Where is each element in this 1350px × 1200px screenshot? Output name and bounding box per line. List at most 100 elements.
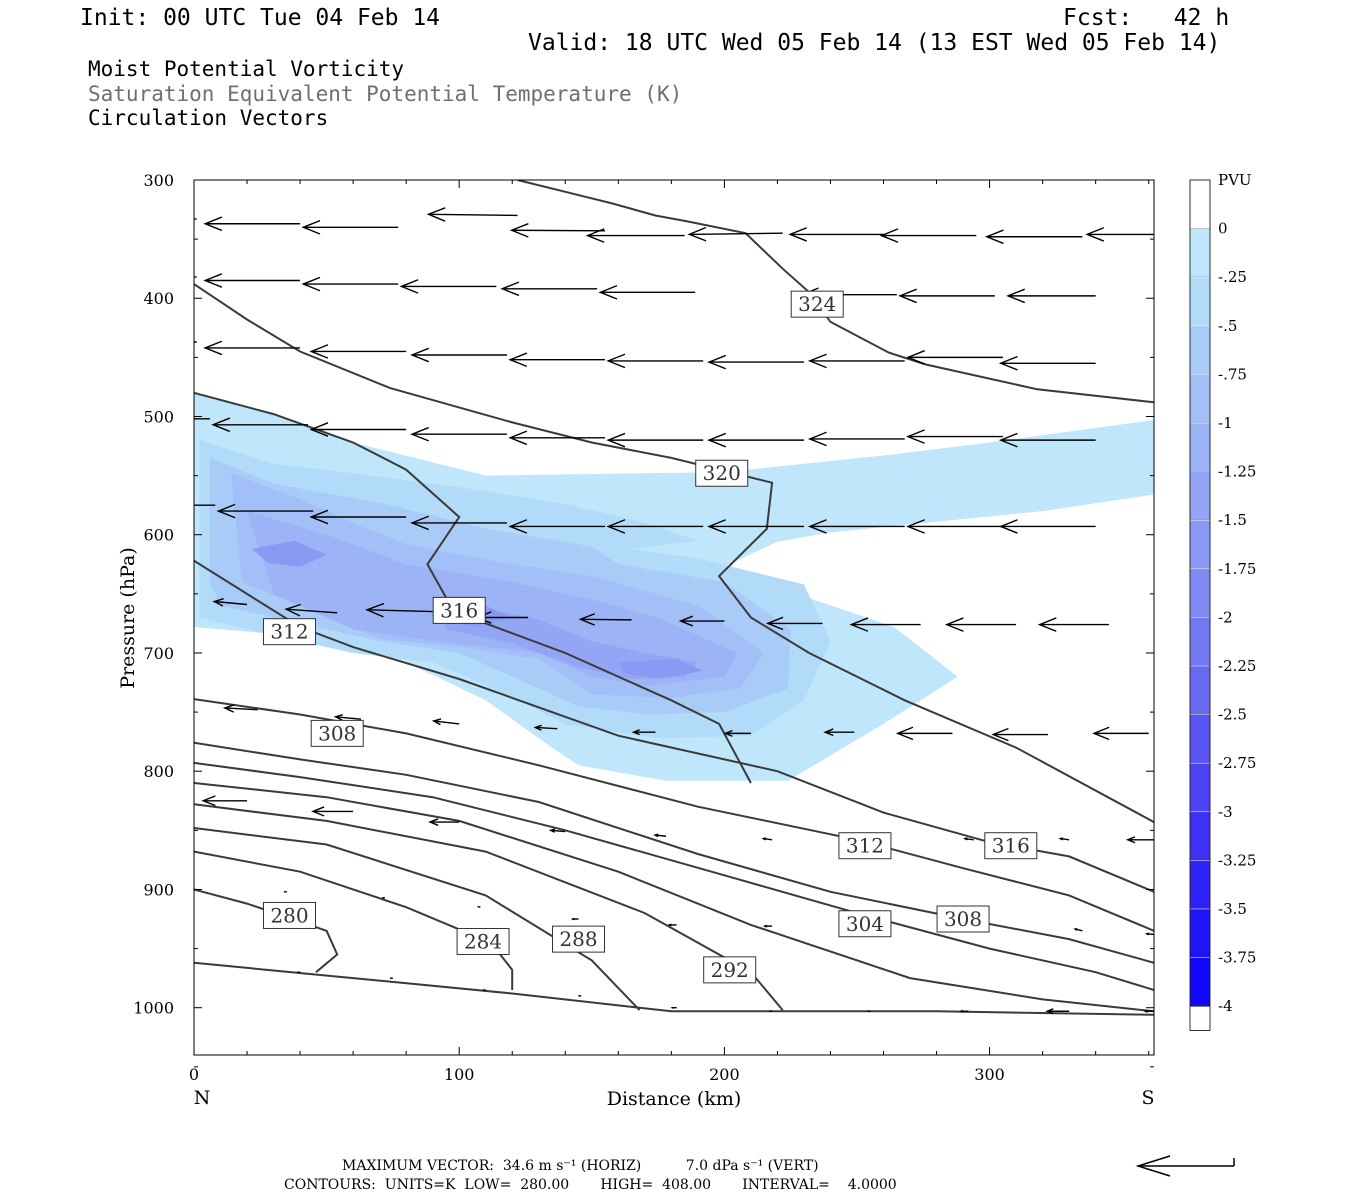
- contour-label-box: [936, 905, 990, 933]
- max-vector-info: MAXIMUM VECTOR: 34.6 m s⁻¹ (HORIZ) 7.0 d…: [342, 1158, 819, 1174]
- colorbar-swatch: [1189, 519, 1211, 570]
- vector-head: [1045, 1008, 1054, 1015]
- vector-head: [570, 917, 575, 921]
- vector-head: [1058, 837, 1064, 841]
- y-tick-label: 800: [143, 762, 174, 781]
- colorbar-label: -1.5: [1218, 511, 1247, 529]
- contour-label: 316: [440, 598, 478, 622]
- vector-head: [906, 519, 925, 534]
- colorbar-swatch: [1189, 860, 1211, 910]
- vector-shaft: [477, 905, 481, 908]
- vector-head: [102, 212, 119, 225]
- colorbar-label: -.5: [1218, 317, 1237, 335]
- contour-label: 288: [559, 927, 597, 951]
- contour-label: 312: [846, 834, 884, 858]
- contour-label-box: [262, 618, 316, 646]
- vector-head: [533, 724, 542, 731]
- vector-head: [788, 227, 808, 242]
- contour-label-box: [552, 925, 606, 953]
- vector-head: [598, 285, 618, 300]
- colorbar-swatch: [1189, 908, 1211, 958]
- vector-shaft: [433, 720, 460, 725]
- contour-label-box: [703, 956, 757, 984]
- colorbar-label: -1.75: [1218, 560, 1256, 578]
- contour-label-box: [695, 459, 749, 487]
- vector-head: [115, 412, 132, 425]
- vector-head: [879, 228, 899, 243]
- vector-head: [222, 704, 235, 713]
- vector-head: [578, 613, 596, 626]
- colorbar-title: PVU: [1218, 171, 1252, 189]
- colorbar-label: -.25: [1218, 268, 1247, 286]
- vector-head: [653, 833, 659, 838]
- theta-es-contours: [194, 180, 1154, 1016]
- vector-head: [508, 430, 528, 446]
- vector-head: [311, 806, 325, 817]
- mpv-region: [252, 540, 327, 567]
- south-label: S: [1141, 1087, 1154, 1109]
- contour-label: 320: [703, 461, 741, 485]
- colorbar-swatch: [1189, 617, 1211, 667]
- contour-label: 308: [318, 721, 356, 745]
- vector-head: [1143, 1009, 1148, 1013]
- x-tick-label: 300: [974, 1065, 1005, 1084]
- vector-head: [585, 228, 605, 243]
- theta-es-contour: [194, 782, 1154, 1013]
- colorbar-swatch: [1189, 471, 1211, 521]
- contour-label-box: [262, 901, 316, 929]
- vector-head: [1006, 288, 1026, 304]
- vector-head: [998, 432, 1018, 448]
- vector-head: [1092, 726, 1110, 741]
- colorbar-swatch: [1189, 568, 1211, 618]
- y-tick-label: 700: [143, 644, 174, 663]
- vector-shaft: [214, 600, 248, 606]
- x-tick-label: 100: [444, 1065, 475, 1084]
- vector-shaft: [428, 213, 518, 217]
- vector-head: [309, 344, 329, 359]
- vector-head: [428, 818, 439, 826]
- theta-es-contour: [517, 180, 1154, 404]
- vector-head: [1144, 932, 1150, 936]
- theta-es-contour: [194, 850, 514, 990]
- forecast-hour-label: Fcst: 42 h: [1063, 5, 1230, 31]
- colorbar-label: -3.25: [1218, 851, 1256, 869]
- contour-label: 284: [464, 929, 502, 953]
- vector-head: [203, 340, 223, 356]
- vector-head: [807, 353, 827, 369]
- y-tick-label: 300: [143, 171, 174, 190]
- theta-es-contour: [194, 391, 752, 784]
- vector-shaft: [366, 609, 433, 613]
- reference-vector-arrow-icon: [1135, 1155, 1235, 1177]
- colorbar-swatch: [1189, 957, 1211, 1007]
- y-tick-label: 600: [143, 526, 174, 545]
- vector-head: [723, 729, 733, 737]
- vector-head: [807, 431, 827, 447]
- contour-label-box: [456, 927, 510, 955]
- contour-label: 280: [270, 903, 308, 927]
- vector-head: [998, 519, 1018, 534]
- field-title-vectors: Circulation Vectors: [88, 106, 329, 130]
- field-title-theta-es: Saturation Equivalent Potential Temperat…: [88, 82, 683, 106]
- theta-es-contour: [194, 888, 339, 973]
- colorbar-label: 0: [1218, 220, 1228, 238]
- vector-head: [301, 219, 321, 235]
- contour-label-box: [984, 832, 1038, 860]
- colorbar: 0 -.25 -.5 -.75 -1 -1.25 -1.5 -1.75 -2 -2.25 -2.5 -…: [1189, 171, 1256, 1031]
- y-axis-label: Pressure (hPa): [117, 547, 139, 689]
- vector-head: [203, 273, 223, 288]
- vector-head: [211, 417, 231, 433]
- vector-head: [410, 347, 430, 363]
- vector-head: [678, 615, 694, 627]
- y-tick-label: 900: [143, 880, 174, 899]
- vector-head: [667, 923, 672, 927]
- mpv-shading: [194, 392, 1154, 781]
- vector-head: [500, 281, 520, 297]
- contour-label-box: [790, 290, 844, 318]
- contour-label-box: [838, 832, 892, 860]
- vector-head: [762, 924, 768, 928]
- vector-shaft: [535, 726, 558, 730]
- vector-head: [895, 726, 914, 741]
- vector-head: [959, 1009, 964, 1013]
- vector-head: [410, 515, 430, 531]
- vector-head: [120, 498, 137, 511]
